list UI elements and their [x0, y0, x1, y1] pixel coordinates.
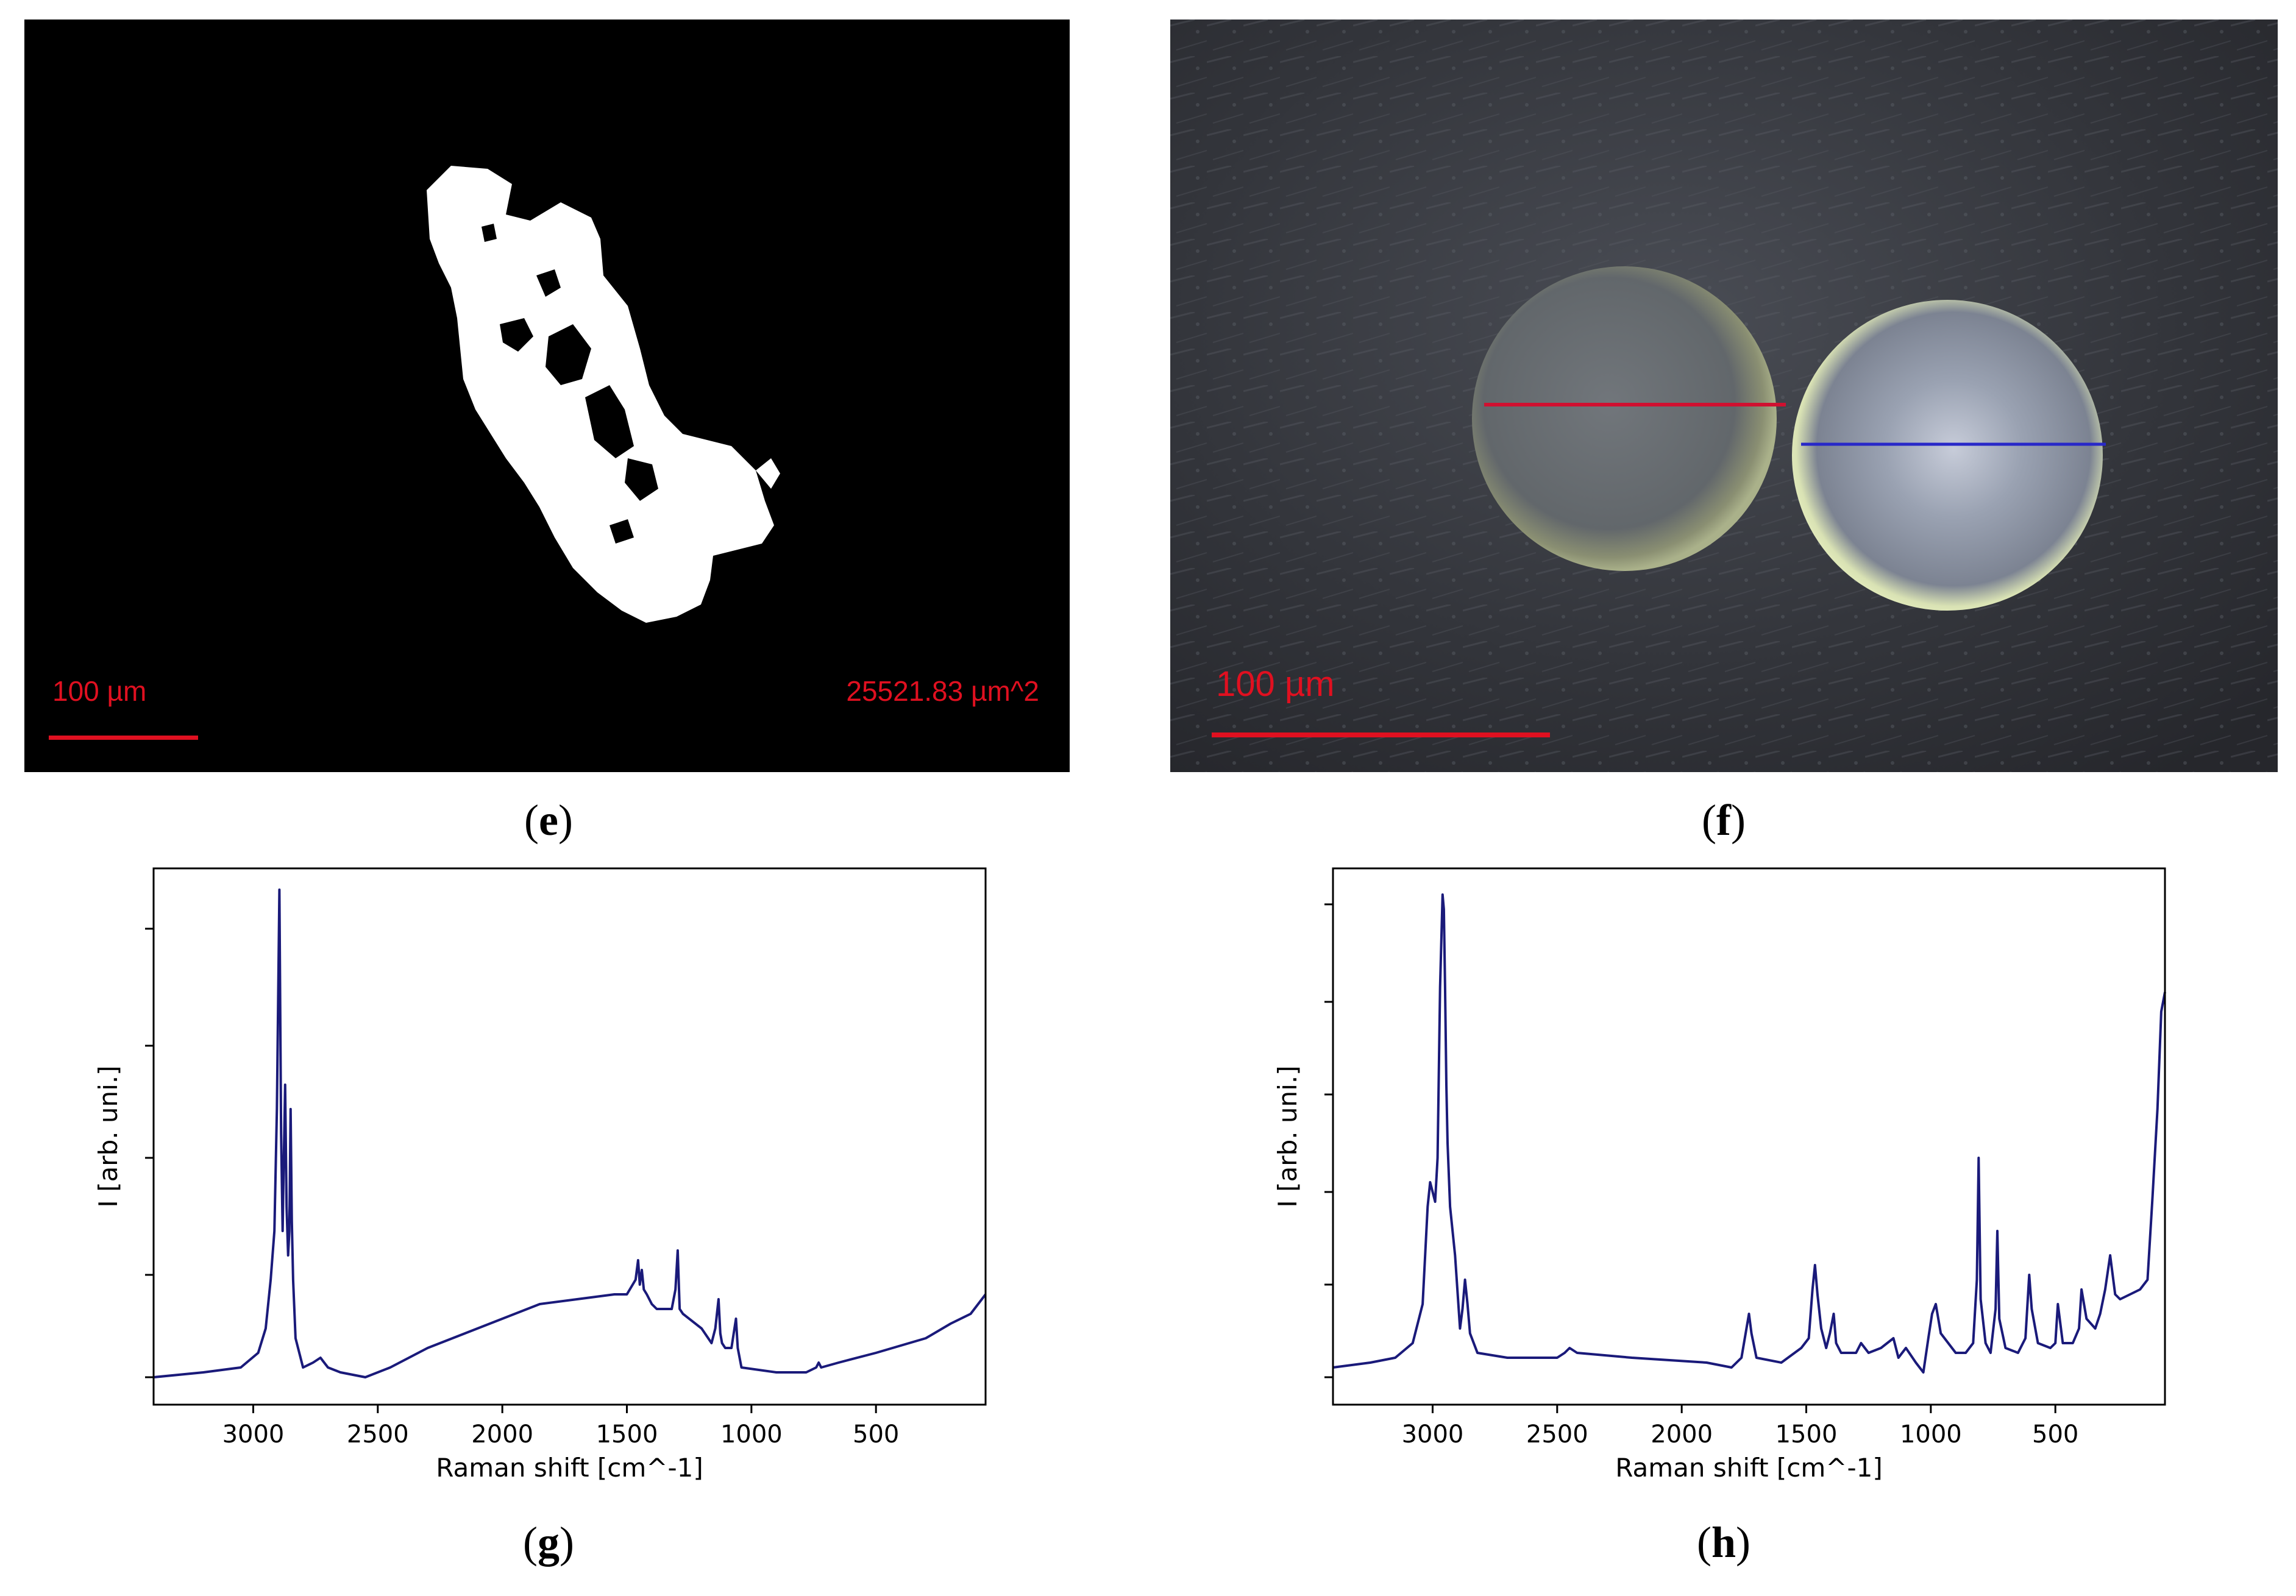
panel-e: 100 µm 25521.83 µm^2 [24, 20, 1070, 772]
plot-frame [152, 867, 987, 1406]
x-tick-label: 2000 [471, 1420, 533, 1449]
x-tick-label: 1000 [1900, 1420, 1962, 1449]
x-tick-label: 3000 [222, 1420, 285, 1449]
raman-spectrum-h: 3000 2500 2000 1500 1000 500 Raman shift [cm^-… [1273, 867, 2166, 1483]
y-axis-label: I [arb. uni.] [1273, 1065, 1303, 1207]
caption-e: (e) [524, 796, 573, 845]
particle-silhouette [427, 166, 780, 623]
x-tick-label: 2500 [1526, 1420, 1588, 1449]
x-tick-label: 1500 [596, 1420, 658, 1449]
micrograph-image: 100 µm [1170, 20, 2278, 772]
x-tick-label: 500 [2032, 1420, 2078, 1449]
x-axis-label: Raman shift [cm^-1] [1615, 1453, 1883, 1483]
caption-h: (h) [1696, 1518, 1750, 1567]
scale-label-e: 100 µm [52, 675, 146, 707]
scale-bar-f [1212, 732, 1550, 737]
x-tick-label: 3000 [1402, 1420, 1464, 1449]
x-tick-label: 2000 [1651, 1420, 1713, 1449]
spectrum-series-0 [1332, 893, 2166, 1374]
x-tick-label: 2500 [347, 1420, 409, 1449]
plot-frame [1332, 867, 2166, 1406]
area-label-e: 25521.83 µm^2 [846, 675, 1039, 707]
raman-spectrum-g: 3000 2500 2000 1500 1000 500 Raman shift [cm^-… [93, 867, 987, 1483]
scale-bar-e [49, 736, 198, 740]
spectrum-series-0 [153, 888, 987, 1378]
caption-f: (f) [1702, 796, 1746, 845]
panel-f: 100 µm [1170, 20, 2278, 772]
scale-label-f: 100 µm [1216, 664, 1335, 704]
left-sphere [1472, 266, 1777, 571]
binary-particle-image: 100 µm 25521.83 µm^2 [24, 20, 1070, 772]
chart-h: 3000 2500 2000 1500 1000 500 Raman shift [cm^-… [1265, 859, 2191, 1499]
right-sphere [1792, 300, 2103, 611]
x-tick-label: 1000 [720, 1420, 783, 1449]
x-axis-label: Raman shift [cm^-1] [436, 1453, 703, 1483]
x-tick-label: 500 [853, 1420, 899, 1449]
chart-g: 3000 2500 2000 1500 1000 500 Raman shift [cm^-… [85, 859, 1012, 1499]
y-axis-label: I [arb. uni.] [93, 1065, 123, 1207]
x-tick-label: 1500 [1775, 1420, 1838, 1449]
caption-g: (g) [523, 1518, 574, 1567]
